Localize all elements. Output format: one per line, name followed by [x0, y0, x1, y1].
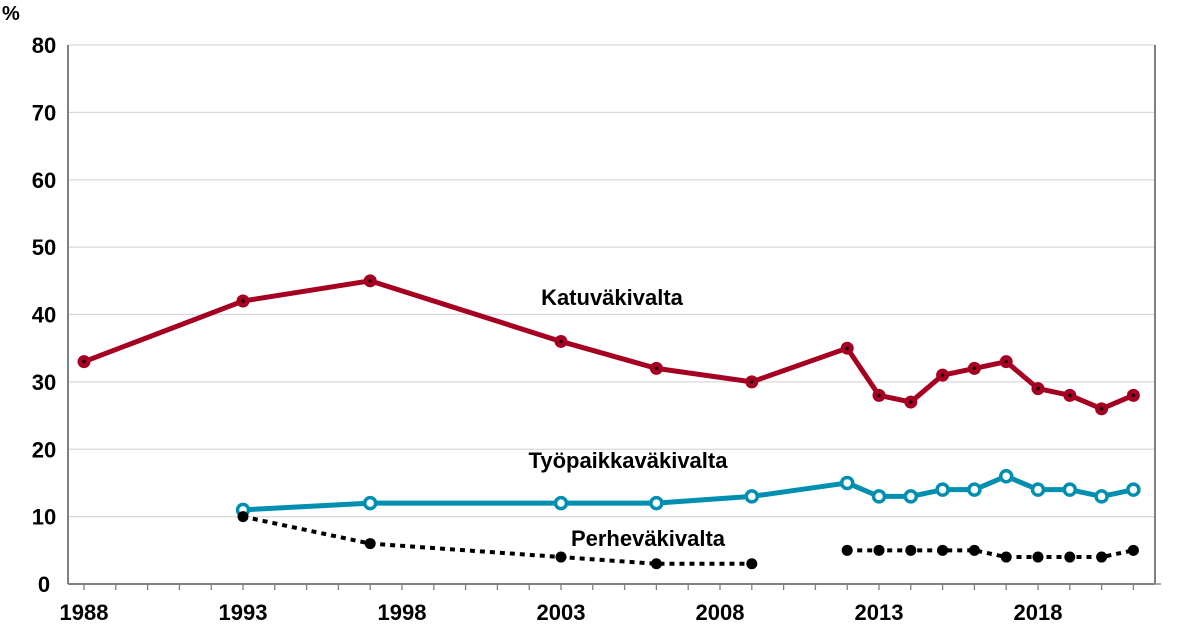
data-point-center	[1068, 393, 1072, 397]
data-point-center	[368, 279, 372, 283]
data-point	[746, 558, 758, 570]
data-point-center	[845, 346, 849, 350]
data-point	[1094, 489, 1109, 504]
data-point-center	[877, 393, 881, 397]
data-point	[650, 558, 662, 570]
data-point	[1096, 551, 1108, 563]
x-tick-label: 2008	[696, 600, 745, 625]
y-tick-label: 20	[32, 437, 56, 462]
data-point-center	[941, 373, 945, 377]
y-axis-unit-label: %	[2, 3, 20, 25]
data-point	[237, 511, 249, 523]
data-point-center	[559, 339, 563, 344]
data-point	[555, 551, 567, 563]
data-point	[1030, 482, 1046, 497]
y-tick-label: 40	[32, 303, 56, 328]
x-tick-label: 1988	[60, 600, 109, 625]
y-tick-label: 10	[32, 505, 56, 530]
data-point-center	[1036, 387, 1040, 391]
axes: 0 10 20 30 40 50 60 70 80 1988 1993 1998 2003 2008 201…	[32, 33, 1161, 625]
data-point	[1064, 551, 1076, 563]
y-tick-label: 60	[32, 168, 56, 193]
data-point	[649, 495, 664, 511]
data-point	[871, 489, 887, 504]
data-point-center	[1100, 407, 1104, 411]
data-point	[362, 495, 378, 511]
data-point	[1032, 551, 1044, 563]
x-tick-label: 2013	[855, 600, 904, 625]
data-point-center	[1131, 393, 1135, 397]
data-point	[364, 538, 376, 550]
data-point	[968, 544, 980, 556]
y-tick-label: 70	[32, 100, 56, 125]
data-point-center	[972, 366, 977, 370]
series-label-katuvakivalta: Katuväkivalta	[541, 285, 684, 310]
data-point	[744, 489, 760, 504]
data-point	[1000, 551, 1012, 563]
data-point	[935, 482, 950, 497]
series-line	[83, 278, 1135, 412]
data-point	[873, 544, 885, 556]
data-point-center	[1004, 360, 1008, 364]
series-0	[77, 274, 1140, 416]
data-point-center	[241, 299, 245, 303]
x-tick-label: 2003	[537, 600, 586, 625]
data-point-center	[654, 366, 659, 370]
series-label-perhevakivalta: Perheväkivalta	[571, 526, 726, 551]
series-2	[237, 511, 1139, 570]
series-lines	[77, 274, 1141, 570]
data-point-center	[909, 400, 913, 404]
y-tick-label: 30	[32, 370, 56, 395]
series-line	[847, 548, 1134, 560]
data-point	[967, 482, 982, 497]
data-point	[998, 468, 1014, 484]
data-point	[1127, 544, 1139, 556]
data-point	[937, 544, 949, 556]
y-tick-label: 0	[38, 572, 50, 597]
x-tick-label: 1998	[378, 600, 427, 625]
data-point	[553, 495, 569, 511]
data-point	[1062, 482, 1078, 497]
data-point-center	[82, 360, 86, 364]
data-point	[839, 475, 855, 491]
x-tick-label: 1993	[219, 600, 268, 625]
y-tick-label: 50	[32, 235, 56, 260]
series-label-tyopaikkavakivalta: Työpaikkaväkivalta	[529, 448, 729, 473]
gridlines	[68, 44, 1155, 518]
y-tick-label: 80	[32, 33, 56, 58]
data-point	[905, 544, 917, 556]
data-point	[841, 544, 853, 556]
data-point	[903, 489, 919, 504]
series-1	[235, 468, 1141, 518]
x-tick-label: 2018	[1014, 600, 1063, 625]
data-point	[1126, 482, 1141, 497]
data-point-center	[750, 380, 754, 384]
